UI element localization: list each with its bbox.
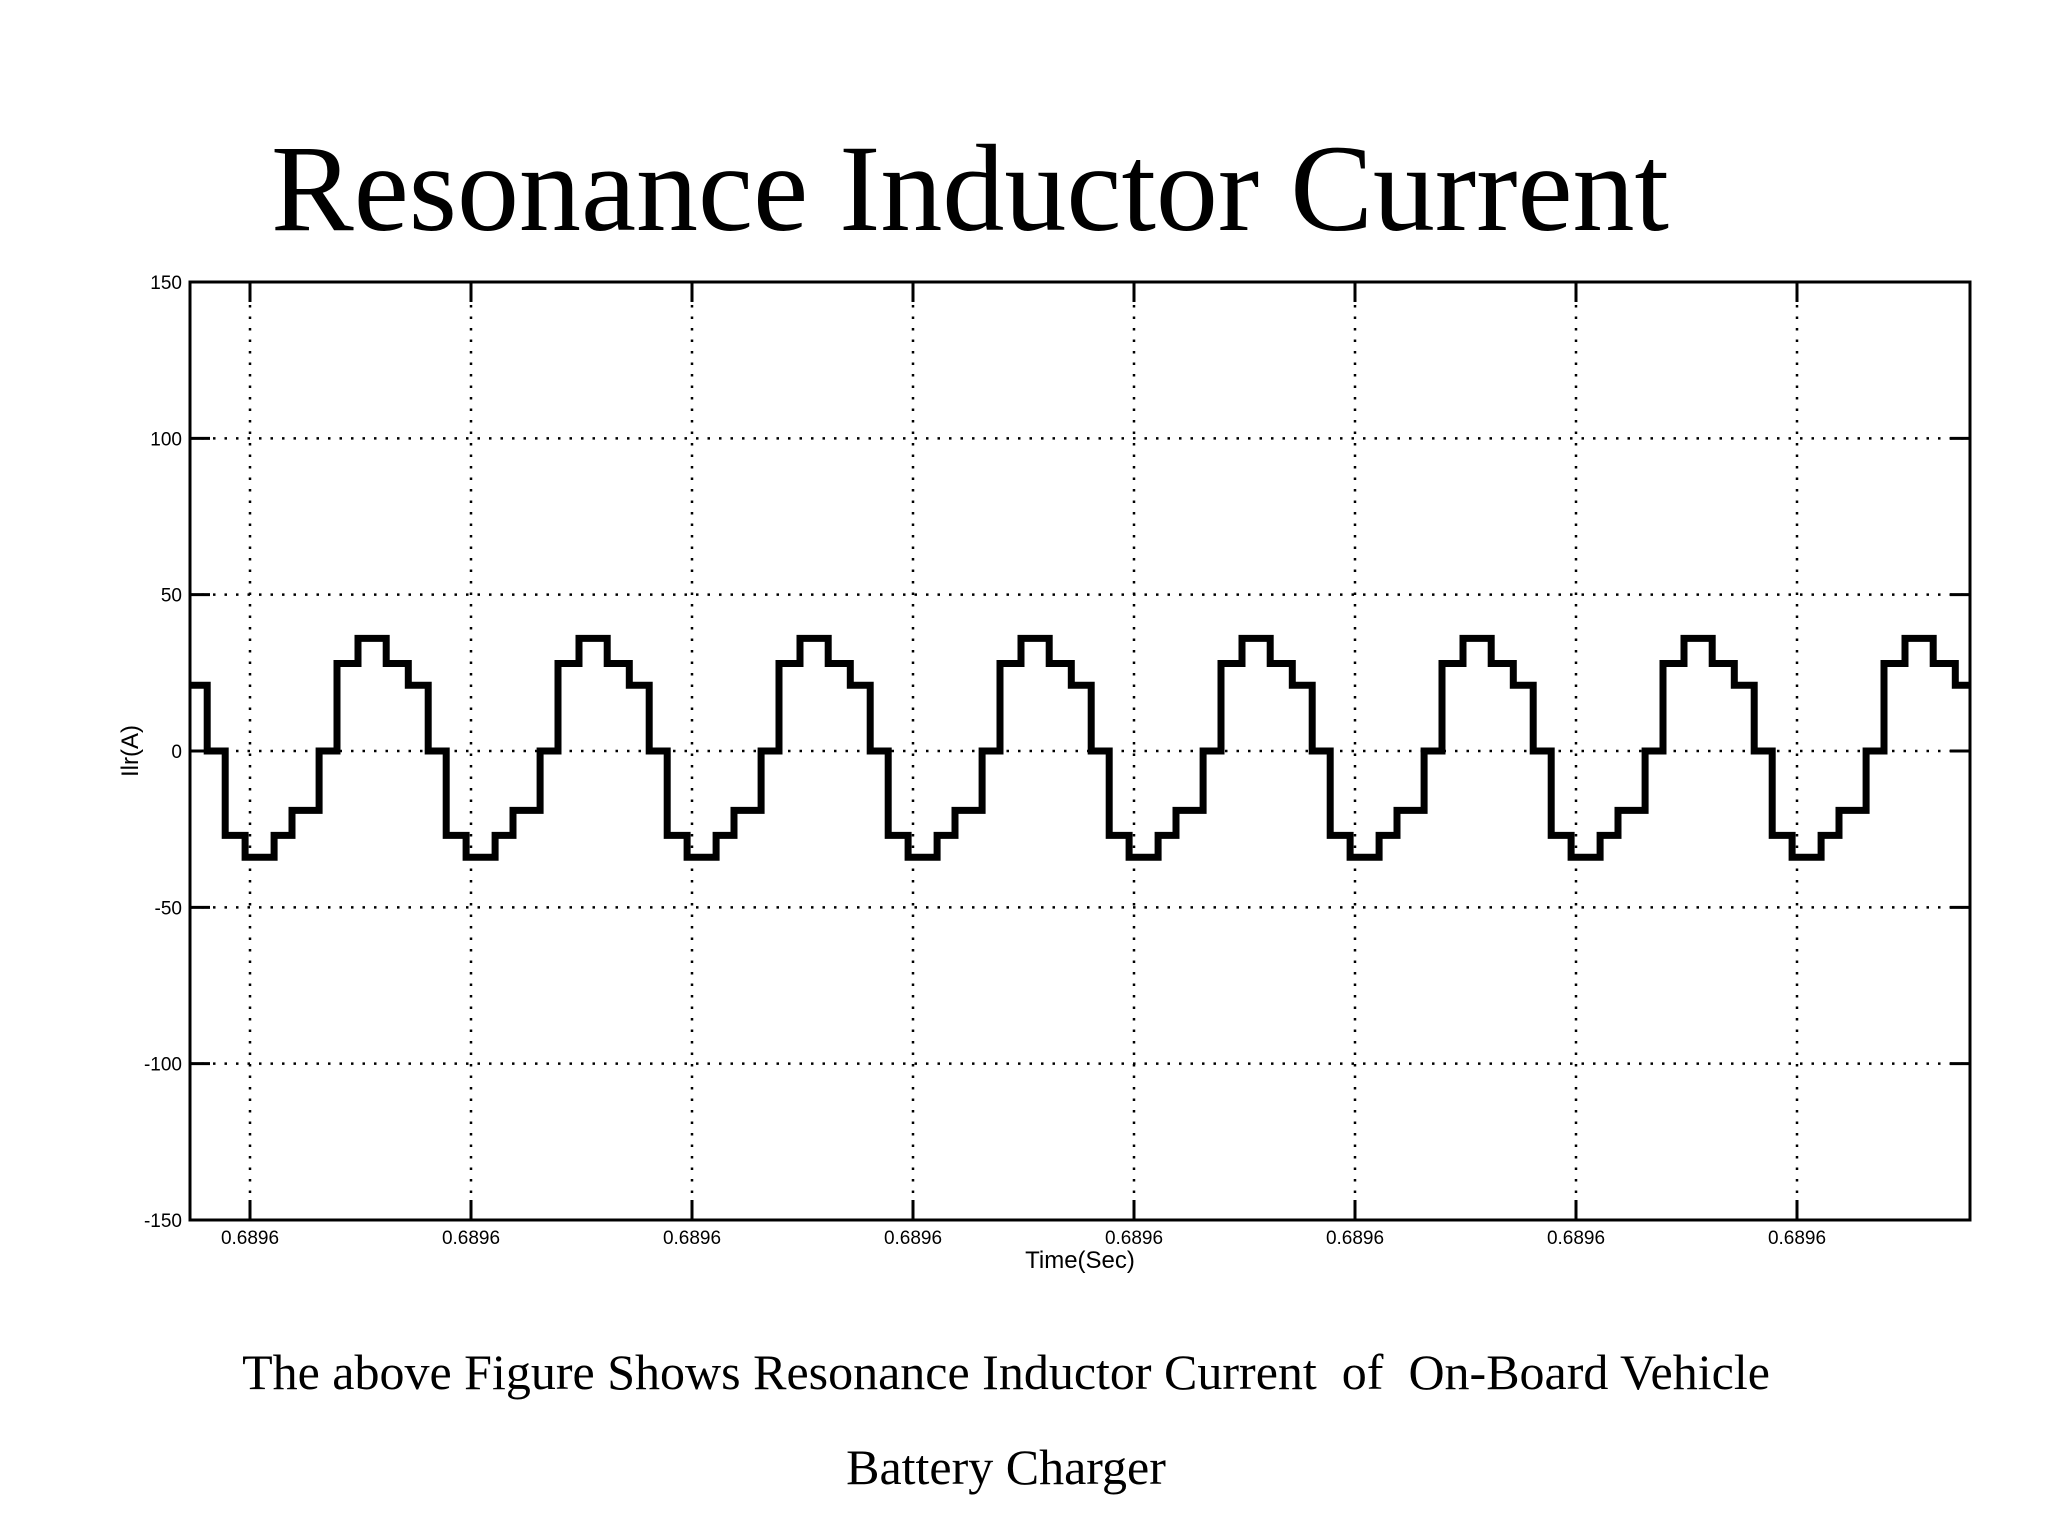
- y-tick-label: -150: [144, 1211, 182, 1232]
- y-tick-label: -50: [155, 898, 182, 919]
- plot-border: [188, 280, 1972, 1222]
- x-tick-label: 0.6896: [1105, 1228, 1163, 1249]
- x-tick-label: 0.6896: [1768, 1228, 1826, 1249]
- y-tick-label: 50: [161, 586, 182, 607]
- y-axis-label: Ilr(A): [117, 725, 144, 777]
- page-title: Resonance Inductor Current: [271, 120, 1669, 257]
- x-tick-label: 0.6896: [663, 1228, 721, 1249]
- x-axis-label: Time(Sec): [1025, 1247, 1135, 1274]
- y-tick-label: 100: [150, 429, 182, 450]
- x-tick-label: 0.6896: [221, 1228, 279, 1249]
- waveform-line: [190, 634, 1970, 861]
- caption-line-2: Battery Charger: [846, 1439, 1166, 1495]
- x-tick-label: 0.6896: [1547, 1228, 1605, 1249]
- y-tick-label: 150: [150, 273, 182, 294]
- x-tick-label: 0.6896: [442, 1228, 500, 1249]
- caption-line-1: The above Figure Shows Resonance Inducto…: [242, 1344, 1770, 1400]
- y-tick-label: -100: [144, 1055, 182, 1076]
- y-tick-label: 0: [171, 742, 182, 763]
- figure-caption: The above Figure Shows Resonance Inducto…: [0, 1325, 2012, 1515]
- x-tick-label: 0.6896: [1326, 1228, 1384, 1249]
- x-tick-label: 0.6896: [884, 1228, 942, 1249]
